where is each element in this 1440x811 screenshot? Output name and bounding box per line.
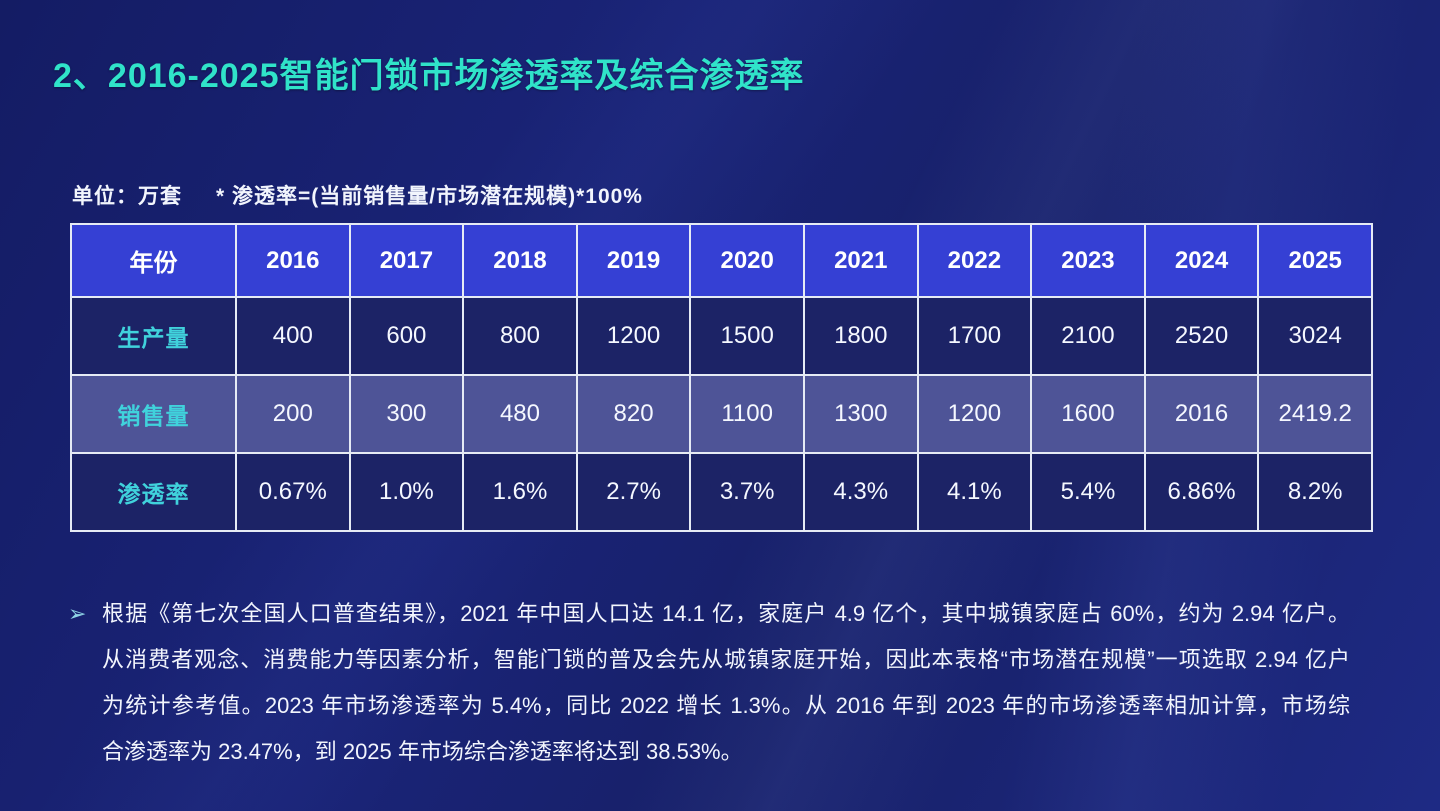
cell-penetration-2025: 8.2% (1257, 452, 1373, 532)
arrow-bullet-icon: ➢ (68, 601, 87, 626)
unit-note-line: 单位：万套 * 渗透率=(当前销售量/市场潜在规模)*100% (72, 180, 643, 210)
row-label-penetration: 渗透率 (70, 452, 237, 532)
formula-note: * 渗透率=(当前销售量/市场潜在规模)*100% (216, 185, 643, 208)
cell-sales-2020: 1100 (689, 374, 805, 454)
note-line-4: 合渗透率为 23.47%，到 2025 年市场综合渗透率将达到 38.53%。 (102, 739, 743, 764)
row-label-sales: 销售量 (70, 374, 237, 454)
header-cell-2024: 2024 (1143, 223, 1260, 298)
cell-sales-2019: 820 (575, 374, 692, 454)
cell-sales-2017: 300 (348, 374, 465, 454)
cell-sales-2016: 200 (235, 374, 351, 454)
cell-penetration-2022: 4.1% (916, 452, 1033, 532)
cell-penetration-2024: 6.86% (1143, 452, 1260, 532)
note-text-block: 根据《第七次全国人口普查结果》，2021 年中国人口达 14.1 亿，家庭户 4… (102, 591, 1350, 775)
penetration-table: 年份 2016 2017 2018 2019 2020 2021 2022 20… (70, 223, 1373, 532)
cell-production-2022: 1700 (916, 296, 1033, 376)
cell-production-2021: 1800 (802, 296, 919, 376)
page-title: 2、2016-2025智能门锁市场渗透率及综合渗透率 (53, 57, 805, 95)
header-cell-2023: 2023 (1030, 223, 1146, 298)
cell-production-2025: 3024 (1257, 296, 1373, 376)
header-cell-2025: 2025 (1257, 223, 1373, 298)
cell-production-2019: 1200 (575, 296, 692, 376)
cell-penetration-2018: 1.6% (462, 452, 578, 532)
header-cell-2020: 2020 (689, 223, 805, 298)
cell-penetration-2017: 1.0% (348, 452, 465, 532)
table-row-production: 生产量 400 600 800 1200 1500 1800 1700 2100… (70, 296, 1373, 376)
cell-production-2020: 1500 (689, 296, 805, 376)
cell-penetration-2020: 3.7% (689, 452, 805, 532)
cell-penetration-2016: 0.67% (235, 452, 351, 532)
header-cell-2022: 2022 (916, 223, 1033, 298)
table-row-sales: 销售量 200 300 480 820 1100 1300 1200 1600 … (70, 374, 1373, 454)
header-cell-year-label: 年份 (70, 223, 237, 298)
note-line-1: 根据《第七次全国人口普查结果》，2021 年中国人口达 14.1 亿，家庭户 4… (102, 601, 1350, 626)
cell-production-2023: 2100 (1030, 296, 1146, 376)
cell-sales-2022: 1200 (916, 374, 1033, 454)
cell-production-2018: 800 (462, 296, 578, 376)
cell-sales-2024: 2016 (1143, 374, 1260, 454)
table-row-penetration: 渗透率 0.67% 1.0% 1.6% 2.7% 3.7% 4.3% 4.1% … (70, 452, 1373, 532)
cell-penetration-2023: 5.4% (1030, 452, 1146, 532)
cell-production-2024: 2520 (1143, 296, 1260, 376)
header-cell-2018: 2018 (462, 223, 578, 298)
note-line-3: 为统计参考值。2023 年市场渗透率为 5.4%，同比 2022 增长 1.3%… (102, 693, 1350, 718)
cell-sales-2025: 2419.2 (1257, 374, 1373, 454)
cell-production-2017: 600 (348, 296, 465, 376)
note-line-2: 从消费者观念、消费能力等因素分析，智能门锁的普及会先从城镇家庭开始，因此本表格“… (102, 647, 1350, 672)
cell-penetration-2021: 4.3% (802, 452, 919, 532)
cell-sales-2018: 480 (462, 374, 578, 454)
row-label-production: 生产量 (70, 296, 237, 376)
table-header-row: 年份 2016 2017 2018 2019 2020 2021 2022 20… (70, 223, 1373, 298)
cell-production-2016: 400 (235, 296, 351, 376)
header-cell-2019: 2019 (575, 223, 692, 298)
cell-penetration-2019: 2.7% (575, 452, 692, 532)
cell-sales-2023: 1600 (1030, 374, 1146, 454)
header-cell-2021: 2021 (802, 223, 919, 298)
cell-sales-2021: 1300 (802, 374, 919, 454)
note-paragraph: ➢ 根据《第七次全国人口普查结果》，2021 年中国人口达 14.1 亿，家庭户… (68, 591, 1350, 775)
unit-label: 单位：万套 (72, 185, 182, 208)
header-cell-2017: 2017 (348, 223, 465, 298)
header-cell-2016: 2016 (235, 223, 351, 298)
